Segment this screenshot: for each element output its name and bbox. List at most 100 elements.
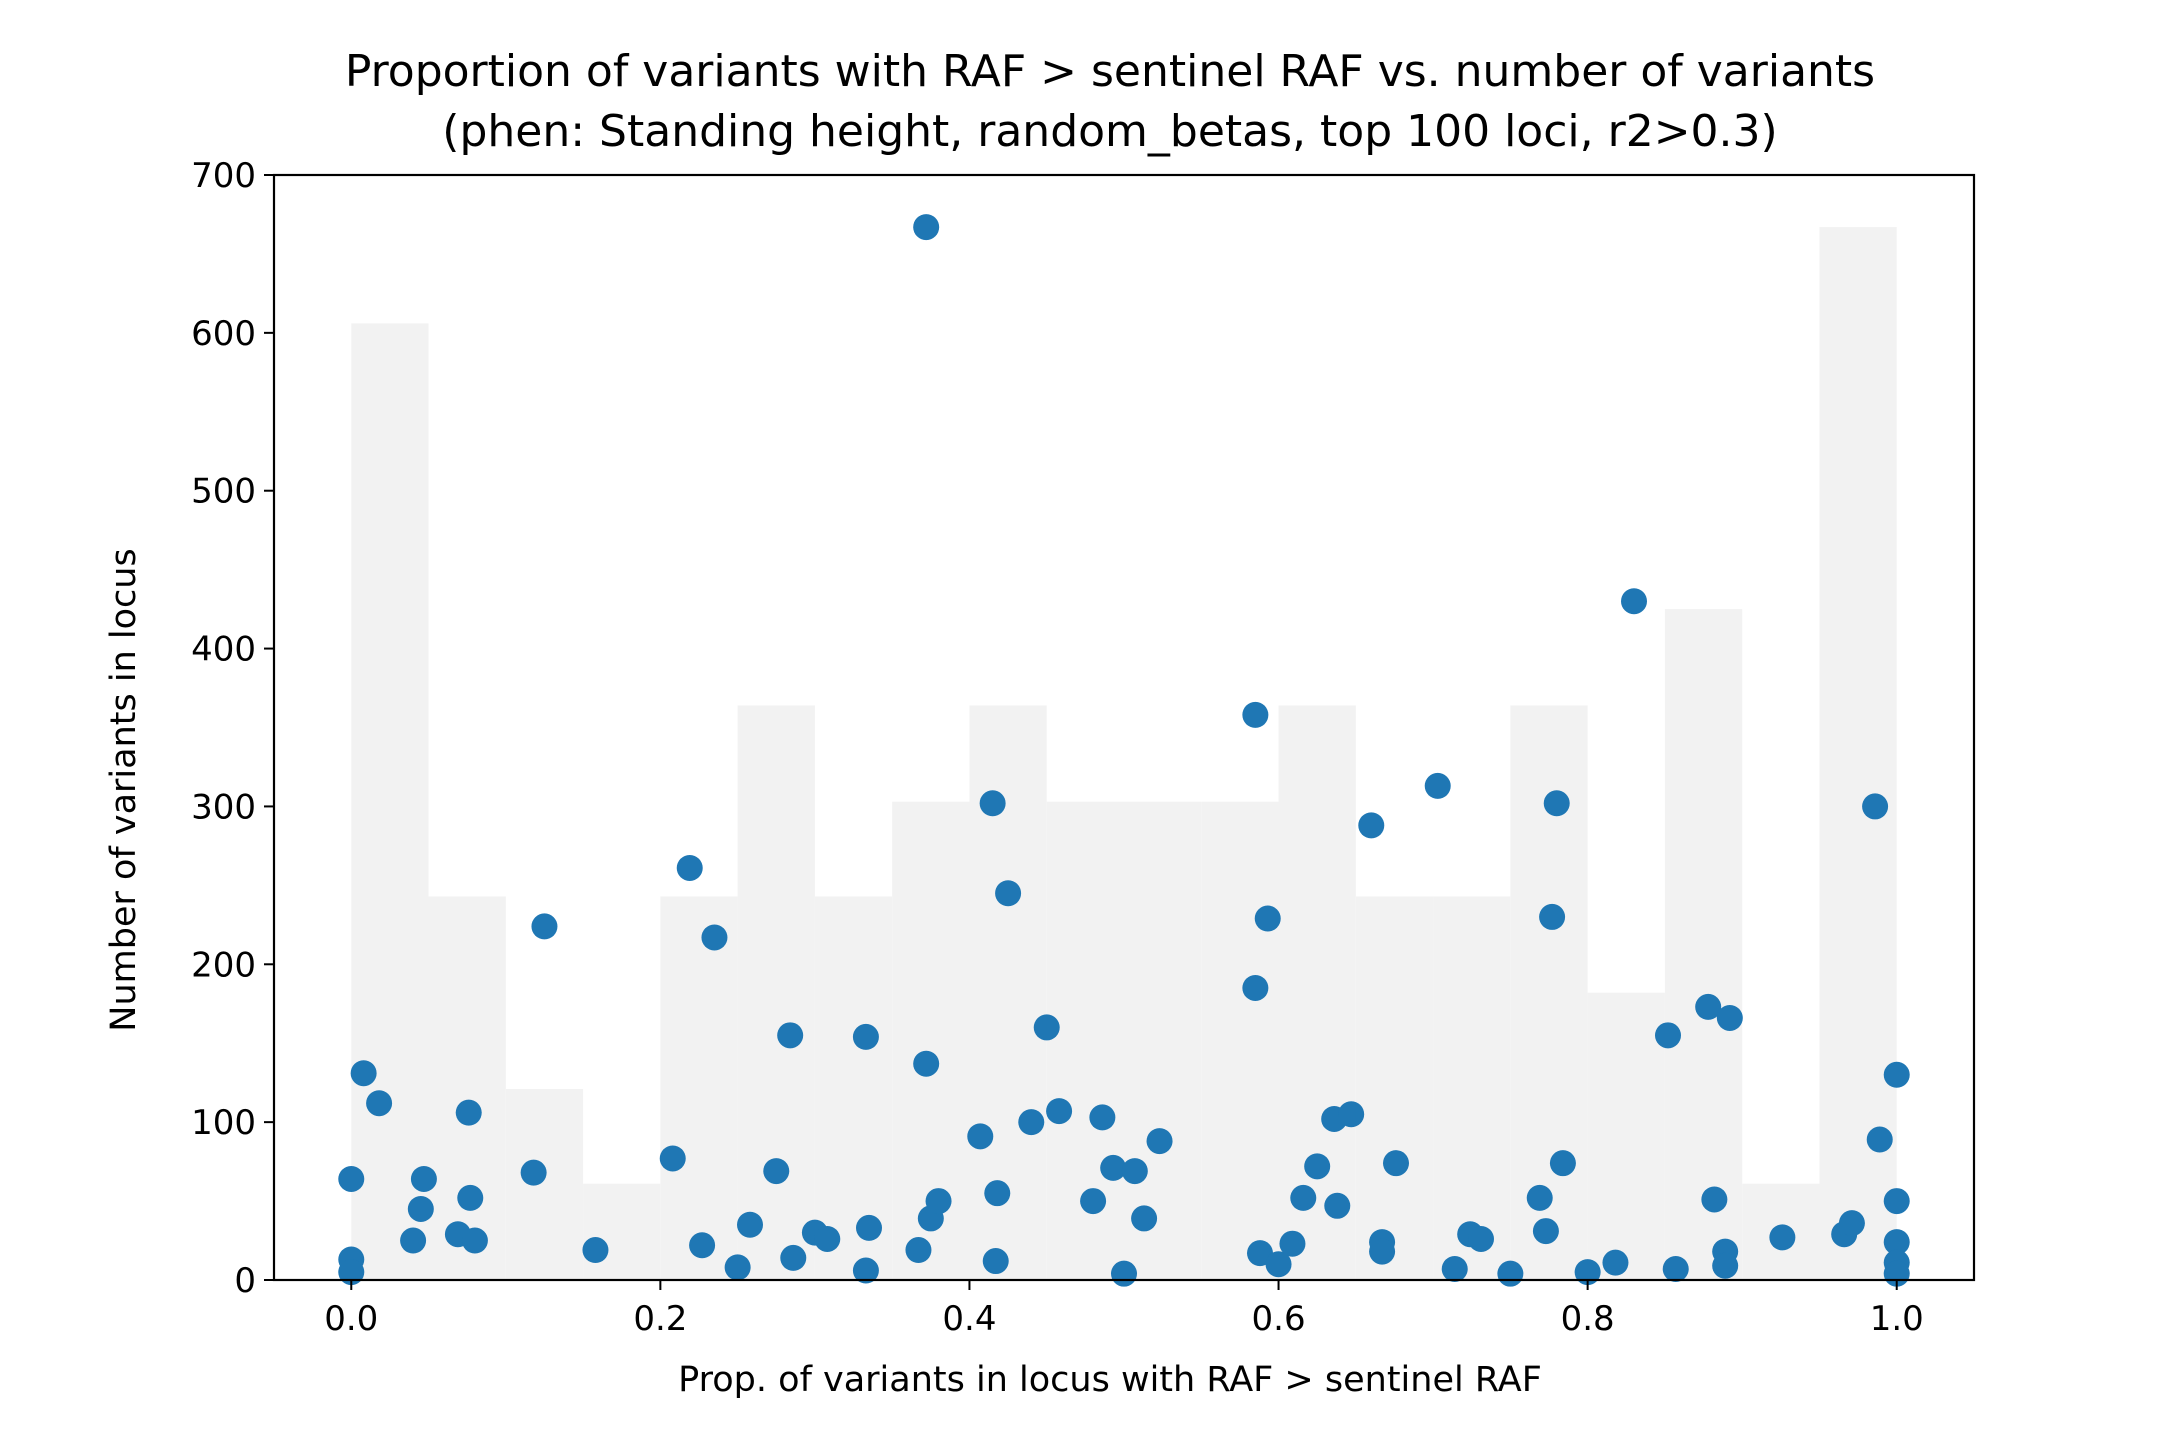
- histogram-bar: [1278, 705, 1356, 1280]
- histogram-bar: [505, 1088, 584, 1280]
- data-point: [1424, 772, 1451, 799]
- y-tick-label: 300: [191, 787, 256, 827]
- data-point: [1716, 1004, 1743, 1031]
- plot-frame: [272, 173, 1976, 1282]
- histogram-bar: [1124, 801, 1202, 1280]
- histogram-bar: [428, 896, 506, 1280]
- data-point: [1383, 1150, 1409, 1177]
- y-tick-label: 500: [191, 472, 256, 512]
- data-point: [1046, 1098, 1073, 1125]
- histogram-bar: [583, 1183, 661, 1280]
- histogram-bar: [737, 705, 815, 1280]
- y-tick-label: 200: [191, 945, 256, 985]
- data-point: [1304, 1153, 1331, 1180]
- data-point: [814, 1225, 841, 1252]
- chart-title: Proportion of variants with RAF > sentin…: [345, 46, 1875, 97]
- background-histogram: [351, 227, 1897, 1280]
- data-point: [984, 1180, 1011, 1207]
- data-point: [1662, 1255, 1689, 1282]
- data-point: [1695, 993, 1722, 1020]
- data-point: [1290, 1184, 1317, 1211]
- data-point: [724, 1254, 751, 1281]
- data-point: [763, 1158, 790, 1185]
- data-point: [737, 1211, 763, 1238]
- data-point: [1338, 1101, 1365, 1128]
- data-point: [1242, 701, 1269, 728]
- data-point: [1549, 1150, 1576, 1177]
- x-tick-label: 0.4: [942, 1299, 996, 1339]
- data-point: [400, 1227, 427, 1254]
- histogram-bar: [1355, 896, 1434, 1280]
- x-tick-label: 1.0: [1870, 1299, 1924, 1339]
- data-point: [905, 1237, 932, 1264]
- data-point: [701, 924, 728, 951]
- data-point: [1468, 1225, 1494, 1252]
- data-point: [1769, 1224, 1796, 1251]
- y-tick-label: 700: [191, 156, 256, 196]
- data-point: [1883, 1061, 1910, 1088]
- data-point: [1883, 1229, 1910, 1256]
- data-point: [1621, 588, 1647, 615]
- y-tick-label: 100: [191, 1103, 256, 1143]
- data-point: [967, 1123, 994, 1150]
- data-point: [913, 214, 940, 241]
- data-point: [338, 1259, 365, 1286]
- data-point: [366, 1090, 393, 1117]
- data-point: [856, 1214, 882, 1241]
- data-point: [1018, 1109, 1045, 1136]
- data-point: [1883, 1188, 1910, 1215]
- data-point: [913, 1050, 940, 1077]
- data-point: [1033, 1014, 1060, 1041]
- y-tick-label: 0: [234, 1261, 256, 1301]
- data-point: [982, 1248, 1009, 1275]
- data-point: [1526, 1184, 1553, 1211]
- histogram-bar: [1433, 896, 1511, 1280]
- data-point: [1121, 1158, 1148, 1185]
- data-point: [520, 1159, 547, 1186]
- data-point: [1324, 1192, 1351, 1219]
- data-point: [1701, 1186, 1728, 1213]
- data-point: [1100, 1154, 1127, 1181]
- data-point: [1838, 1210, 1865, 1237]
- data-point: [676, 854, 703, 881]
- data-point: [1866, 1126, 1893, 1153]
- data-point: [455, 1099, 482, 1126]
- y-tick-label: 600: [191, 314, 256, 354]
- data-point: [777, 1022, 804, 1049]
- histogram-bar: [660, 896, 738, 1280]
- data-point: [852, 1257, 879, 1284]
- histogram-bar: [814, 896, 893, 1280]
- histogram-bar: [1201, 801, 1279, 1280]
- data-point: [1497, 1260, 1524, 1287]
- data-point: [582, 1237, 609, 1264]
- data-point: [1532, 1218, 1559, 1245]
- data-point: [457, 1184, 484, 1211]
- x-tick-label: 0.8: [1561, 1299, 1615, 1339]
- data-point: [1441, 1255, 1468, 1282]
- histogram-bar: [1819, 227, 1897, 1280]
- data-point: [1655, 1022, 1681, 1049]
- data-point: [659, 1145, 686, 1172]
- x-axis-label: Prop. of variants in locus with RAF > se…: [678, 1360, 1542, 1400]
- data-point: [1131, 1205, 1158, 1232]
- data-point: [979, 790, 1006, 817]
- data-point: [1602, 1249, 1629, 1276]
- data-point: [407, 1195, 434, 1222]
- data-point: [1242, 974, 1269, 1001]
- data-point: [461, 1227, 488, 1254]
- data-point: [925, 1188, 952, 1215]
- data-point: [1265, 1251, 1292, 1278]
- x-tick-label: 0.0: [324, 1299, 378, 1339]
- data-point: [1080, 1188, 1107, 1215]
- data-point: [350, 1060, 377, 1087]
- data-point: [689, 1232, 716, 1259]
- chart-subtitle: (phen: Standing height, random_betas, to…: [442, 106, 1777, 157]
- data-point: [1146, 1128, 1173, 1155]
- data-point: [410, 1165, 437, 1192]
- data-point: [338, 1165, 365, 1192]
- x-tick-label: 0.2: [633, 1299, 687, 1339]
- y-axis-label: Number of variants in locus: [104, 548, 144, 1031]
- data-point: [1254, 905, 1281, 932]
